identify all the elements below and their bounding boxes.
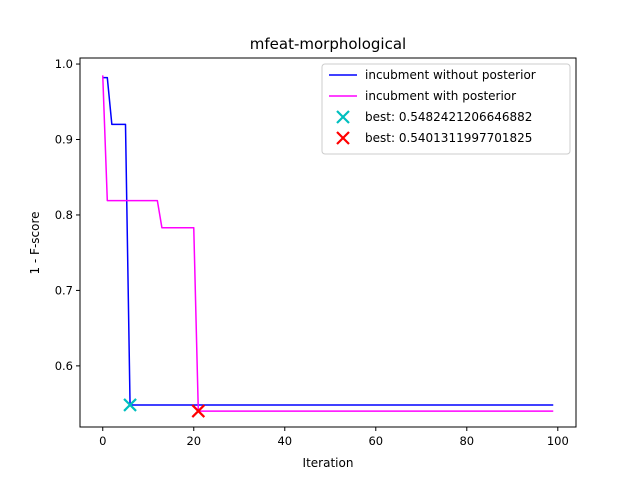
y-tick-label: 0.6	[55, 359, 73, 373]
x-tick-label: 60	[368, 434, 383, 448]
x-axis-label: Iteration	[303, 456, 354, 470]
x-tick-label: 20	[186, 434, 201, 448]
axes-frame	[79, 57, 577, 428]
legend-label-2: incubment with posterior	[365, 89, 516, 103]
y-tick-label: 0.7	[55, 283, 73, 297]
legend-label-1: incubment without posterior	[365, 68, 536, 82]
x-tick-label: 40	[277, 434, 292, 448]
chart-title: mfeat-morphological	[250, 35, 406, 53]
legend: incubment without posterior incubment wit…	[321, 63, 571, 155]
y-tick-label: 0.8	[55, 208, 73, 222]
x-tick-label: 80	[459, 434, 474, 448]
best-marker-1	[123, 398, 137, 412]
legend-label-marker-1: best: 0.5482421206646882	[365, 110, 532, 124]
legend-label-marker-2: best: 0.5401311997701825	[365, 131, 532, 145]
legend-swatch-marker-2-stroke-b	[336, 131, 350, 145]
x-tick-label: 0	[99, 434, 106, 448]
y-tick-label: 1.0	[55, 57, 73, 71]
legend-swatch-marker-2	[336, 131, 350, 145]
y-axis-label: 1 - F-score	[28, 211, 42, 274]
best-marker-2	[191, 404, 206, 418]
legend-box	[321, 63, 571, 155]
legend-swatch-marker-1	[336, 110, 350, 124]
y-tick-label: 0.9	[55, 132, 73, 146]
series-line-1	[102, 76, 554, 406]
best-marker-1-stroke-b	[123, 398, 137, 412]
x-tick-label: 100	[547, 434, 569, 448]
plot-area: 0 20 40 60 80 100 0.6 0.7 0.8 0.9 1.0	[55, 57, 577, 448]
legend-swatch-marker-1-stroke-b	[336, 110, 350, 124]
best-marker-2-stroke-b	[191, 404, 206, 418]
